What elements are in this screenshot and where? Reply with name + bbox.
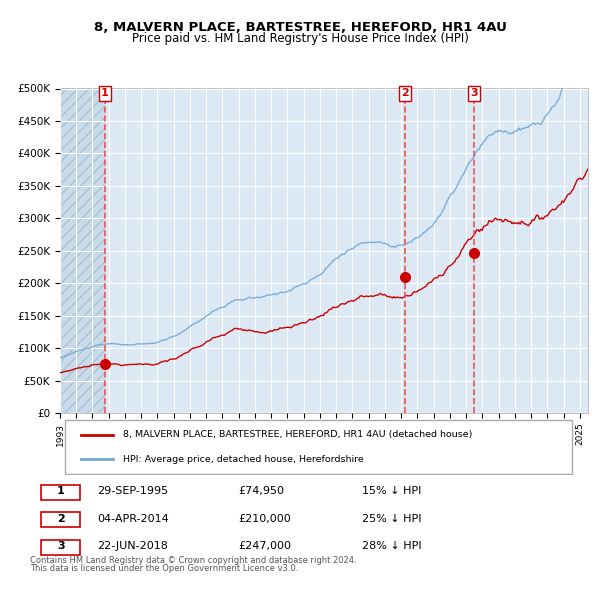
Bar <box>60 88 104 413</box>
Text: £247,000: £247,000 <box>238 541 292 551</box>
Text: £210,000: £210,000 <box>238 514 291 524</box>
Text: 8, MALVERN PLACE, BARTESTREE, HEREFORD, HR1 4AU (detached house): 8, MALVERN PLACE, BARTESTREE, HEREFORD, … <box>124 430 473 439</box>
Text: 1: 1 <box>57 486 65 496</box>
Text: 2: 2 <box>401 88 409 99</box>
Text: 25% ↓ HPI: 25% ↓ HPI <box>362 514 422 524</box>
Text: 3: 3 <box>57 541 64 551</box>
FancyBboxPatch shape <box>41 485 80 500</box>
Text: This data is licensed under the Open Government Licence v3.0.: This data is licensed under the Open Gov… <box>29 563 298 573</box>
Text: 29-SEP-1995: 29-SEP-1995 <box>97 486 169 496</box>
FancyBboxPatch shape <box>41 513 80 527</box>
Text: 2: 2 <box>57 514 65 524</box>
FancyBboxPatch shape <box>65 420 572 474</box>
Text: Contains HM Land Registry data © Crown copyright and database right 2024.: Contains HM Land Registry data © Crown c… <box>29 556 356 565</box>
Text: 28% ↓ HPI: 28% ↓ HPI <box>362 541 422 551</box>
Text: 04-APR-2014: 04-APR-2014 <box>97 514 169 524</box>
Text: £74,950: £74,950 <box>238 486 284 496</box>
Text: 1: 1 <box>101 88 109 99</box>
Text: 3: 3 <box>470 88 478 99</box>
Text: 8, MALVERN PLACE, BARTESTREE, HEREFORD, HR1 4AU: 8, MALVERN PLACE, BARTESTREE, HEREFORD, … <box>94 21 506 34</box>
Text: HPI: Average price, detached house, Herefordshire: HPI: Average price, detached house, Here… <box>124 455 364 464</box>
Text: 22-JUN-2018: 22-JUN-2018 <box>97 541 168 551</box>
Text: Price paid vs. HM Land Registry's House Price Index (HPI): Price paid vs. HM Land Registry's House … <box>131 32 469 45</box>
FancyBboxPatch shape <box>41 540 80 555</box>
Text: 15% ↓ HPI: 15% ↓ HPI <box>362 486 422 496</box>
